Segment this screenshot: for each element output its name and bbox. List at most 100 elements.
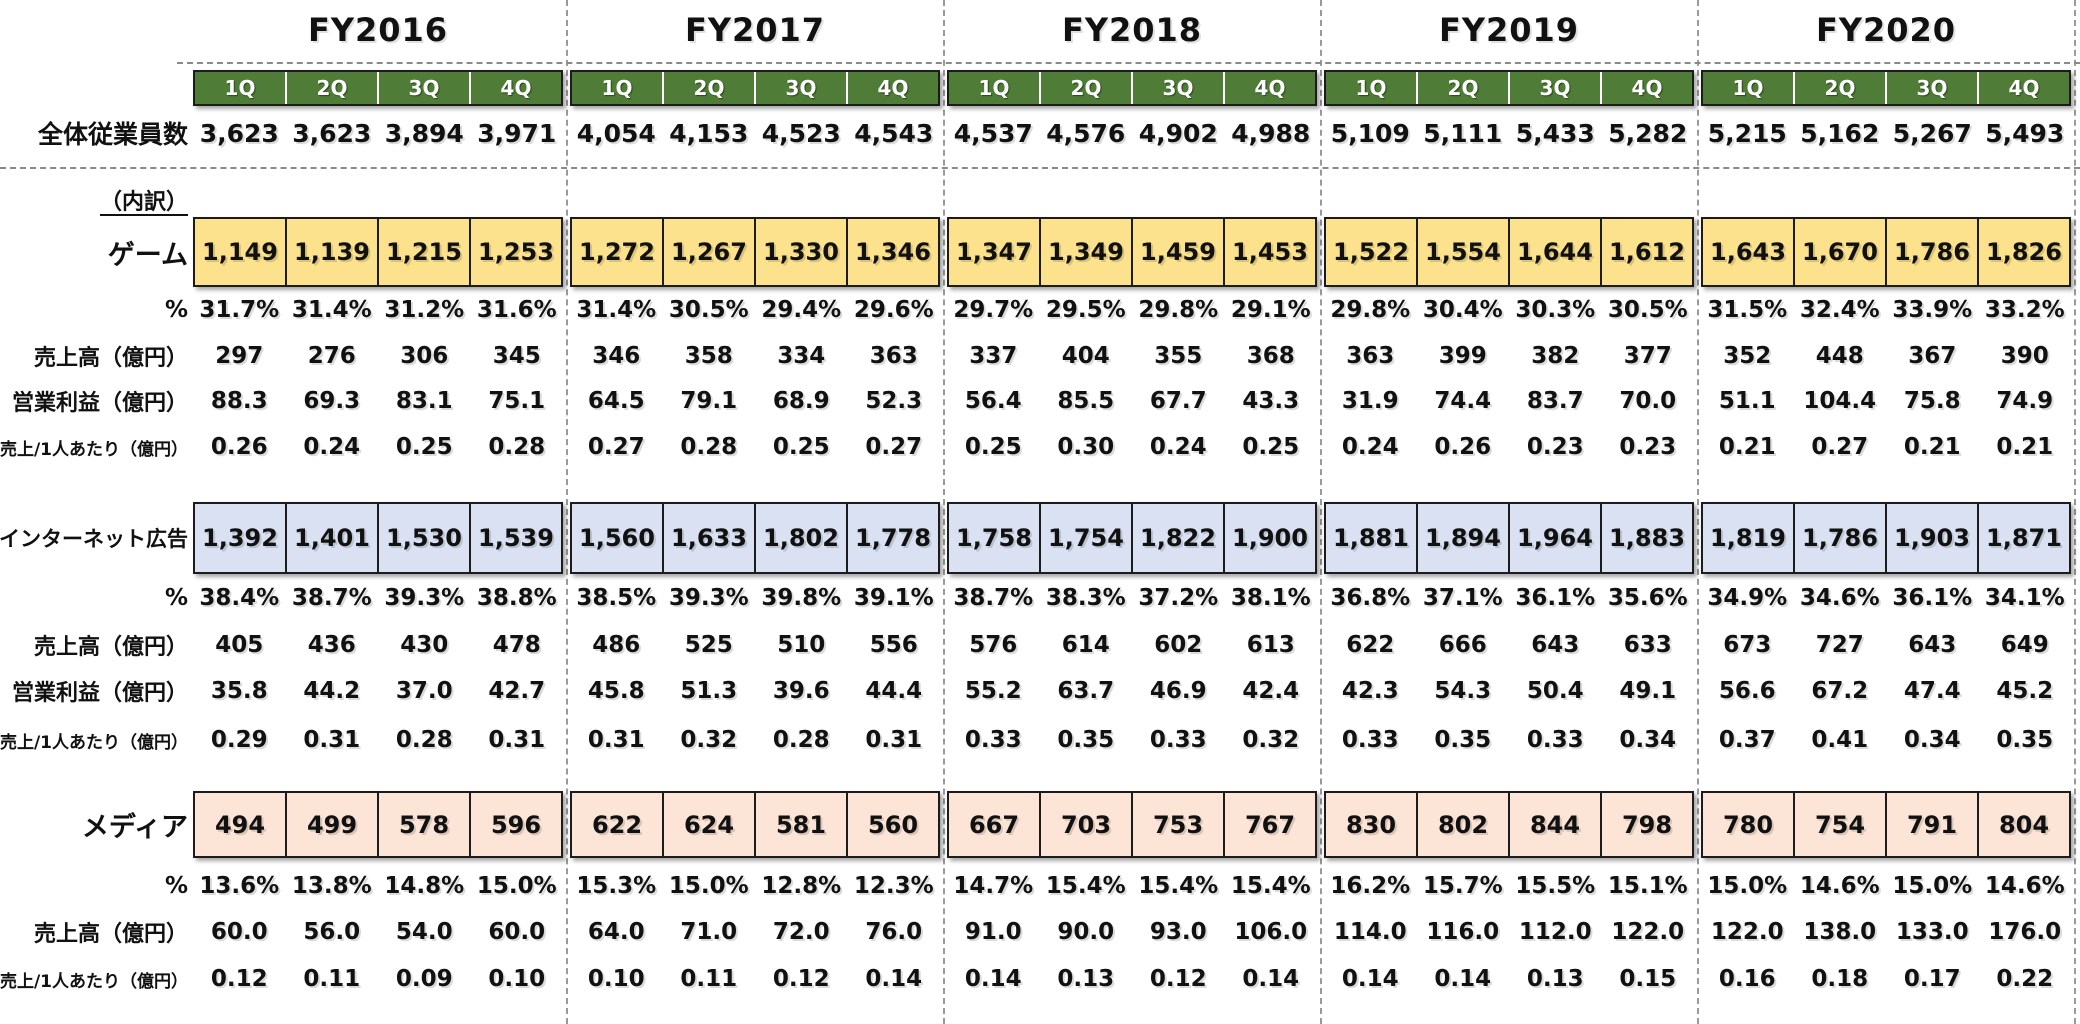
game-percent-cell: 29.7%: [953, 297, 1034, 323]
media-revenue-per-person-cell: 0.11: [303, 966, 361, 992]
internet-ad-revenue-per-person-cell: 0.33: [964, 727, 1022, 753]
internet-ad-revenue-cell: 436: [307, 632, 356, 658]
corner-spacer: [0, 4, 190, 56]
media-revenue-cell: 64.0: [587, 919, 645, 945]
game-operating-profit-cell: 52.3: [865, 388, 923, 414]
total-employees-row: 全体従業員数 3,623 3,623 3,894 3,971 4,054 4,153 4,5…: [0, 110, 2080, 156]
game-percent-cell: 29.8%: [1330, 297, 1411, 323]
internet-ad-operating-profit-cell: 67.2: [1811, 678, 1869, 704]
internet-ad-operating-profit-cell: 35.8: [210, 678, 268, 704]
internet-ad-headcount-cell: 1,802: [754, 504, 846, 572]
media-headcount-cell: 804: [1977, 793, 2069, 856]
fy-group: 486 525 510 556: [570, 629, 940, 661]
media-segment-label: メディア: [81, 812, 188, 843]
total-employees-cell: 3,894: [384, 118, 464, 148]
internet-ad-headcount-cell: 1,900: [1223, 504, 1315, 572]
media-revenue-cell: 71.0: [680, 919, 738, 945]
segment-headcount-band: 1,758 1,754 1,822 1,900: [947, 502, 1317, 574]
quarter-header-cell: 1Q: [1355, 76, 1387, 100]
media-percent-row: % 13.6% 13.8% 14.8% 15.0% 15.3% 15.0% 12.8% 12.…: [0, 870, 2080, 902]
media-headcount-cell: 767: [1223, 793, 1315, 856]
segment-headcount-band: 667 703 753 767: [947, 791, 1317, 858]
fy-group: 0.31 0.32 0.28 0.31: [570, 724, 940, 756]
quarter-header-spacer: [0, 70, 190, 106]
media-percent-cell: 15.3%: [576, 873, 657, 899]
internet-ad-percent-cell: 36.8%: [1330, 585, 1411, 611]
media-revenue-cell: 60.0: [210, 919, 268, 945]
total-employees-cell: 3,971: [477, 118, 557, 148]
game-revenue-cell: 355: [1154, 343, 1203, 369]
game-headcount-cell: 1,253: [469, 219, 561, 285]
media-percent-cell: 15.4%: [1045, 873, 1126, 899]
segment-headcount-band: 1,560 1,633 1,802 1,778: [570, 502, 940, 574]
internet-ad-operating-profit-cell: 55.2: [964, 678, 1022, 704]
game-headcount-cell: 1,670: [1793, 219, 1885, 285]
game-revenue-per-person-cell: 0.27: [587, 434, 645, 460]
internet-ad-revenue-per-person-row: 売上/1人あたり（億円） 0.29 0.31 0.28 0.31 0.31 0.32 0.2…: [0, 724, 2080, 756]
internet-ad-operating-profit-cell: 54.3: [1434, 678, 1492, 704]
fy-group: 0.24 0.26 0.23 0.23: [1324, 431, 1694, 463]
game-revenue-cell: 363: [1346, 343, 1395, 369]
game-headcount-cell: 1,346: [846, 219, 938, 285]
game-percent-cell: 31.4%: [291, 297, 372, 323]
media-revenue-per-person-cell: 0.14: [1242, 966, 1300, 992]
fy-group: 16.2% 15.7% 15.5% 15.1%: [1324, 870, 1694, 902]
game-revenue-cell: 368: [1246, 343, 1295, 369]
game-headcount-cell: 1,522: [1333, 238, 1409, 266]
media-headcount-cell: 844: [1508, 793, 1600, 856]
media-revenue-cell: 93.0: [1149, 919, 1207, 945]
internet-ad-revenue-cell: 614: [1061, 632, 1110, 658]
game-revenue-per-person-cell: 0.25: [772, 434, 830, 460]
game-operating-profit-cell: 56.4: [964, 388, 1022, 414]
fy-group: 3,623 3,623 3,894 3,971: [193, 110, 563, 156]
fy-group: 64.0 71.0 72.0 76.0: [570, 916, 940, 948]
total-employees-cell: 5,111: [1423, 118, 1503, 148]
fy-group: 673 727 643 649: [1701, 629, 2071, 661]
game-revenue-per-person-cell: 0.21: [1996, 434, 2054, 460]
fy-group: 38.4% 38.7% 39.3% 38.8%: [193, 582, 563, 614]
media-revenue-per-person-cell: 0.13: [1526, 966, 1584, 992]
fy-group: 5,109 5,111 5,433 5,282: [1324, 110, 1694, 156]
fy-group: 337 404 355 368: [947, 340, 1317, 372]
media-revenue-cell: 90.0: [1057, 919, 1115, 945]
internet-ad-percent-cell: 34.9%: [1707, 585, 1788, 611]
fy-group: FY2019: [1324, 4, 1694, 56]
internet-ad-revenue-per-person-cell: 0.35: [1434, 727, 1492, 753]
game-headcount-cell: 1,330: [754, 219, 846, 285]
internet-ad-percent-cell: 38.4%: [199, 585, 280, 611]
fy-group: 0.14 0.14 0.13 0.15: [1324, 963, 1694, 995]
game-revenue-per-person-cell: 0.24: [1149, 434, 1207, 460]
internet-ad-revenue-per-person-cell: 0.35: [1996, 727, 2054, 753]
internet-ad-percent-cell: 37.2%: [1138, 585, 1219, 611]
segment-headcount-band: 1,272 1,267 1,330 1,346: [570, 217, 940, 287]
media-revenue-cell: 133.0: [1895, 919, 1969, 945]
total-employees-cell: 4,576: [1046, 118, 1126, 148]
media-revenue-per-person-cell: 0.13: [1057, 966, 1115, 992]
media-revenue-cell: 116.0: [1426, 919, 1500, 945]
media-headcount-cell: 791: [1885, 793, 1977, 856]
quarter-header-band: 1Q 2Q 3Q 4Q: [570, 70, 940, 106]
fy-group: 29.8% 30.4% 30.3% 30.5%: [1324, 294, 1694, 326]
game-percent-cell: 30.3%: [1515, 297, 1596, 323]
media-revenue-cell: 112.0: [1518, 919, 1592, 945]
game-revenue-per-person-cell: 0.28: [680, 434, 738, 460]
internet-ad-operating-profit-cell: 42.3: [1341, 678, 1399, 704]
quarter-header-cell: 1Q: [978, 76, 1010, 100]
media-headcount-cell: 802: [1416, 793, 1508, 856]
media-percent-cell: 12.8%: [761, 873, 842, 899]
internet-ad-revenue-cell: 602: [1154, 632, 1203, 658]
revenue-per-person-label: 売上/1人あたり（億円）: [0, 732, 188, 753]
fy-group: 622 666 643 633: [1324, 629, 1694, 661]
media-revenue-per-person-row: 売上/1人あたり（億円） 0.12 0.11 0.09 0.10 0.10 0.11 0.1…: [0, 963, 2080, 995]
fy-group: 51.1 104.4 75.8 74.9: [1701, 385, 2071, 417]
internet-ad-revenue-per-person-cell: 0.37: [1718, 727, 1776, 753]
media-headcount-cell: 499: [285, 793, 377, 856]
game-headcount-cell: 1,149: [202, 238, 278, 266]
game-percent-cell: 32.4%: [1799, 297, 1880, 323]
total-employees-cell: 5,493: [1985, 118, 2065, 148]
game-operating-profit-cell: 74.4: [1434, 388, 1492, 414]
game-revenue-cell: 390: [2000, 343, 2049, 369]
quarter-header-cell: 3Q: [377, 72, 469, 104]
fy-group: 4,054 4,153 4,523 4,543: [570, 110, 940, 156]
quarter-header-cell: 3Q: [1508, 72, 1600, 104]
